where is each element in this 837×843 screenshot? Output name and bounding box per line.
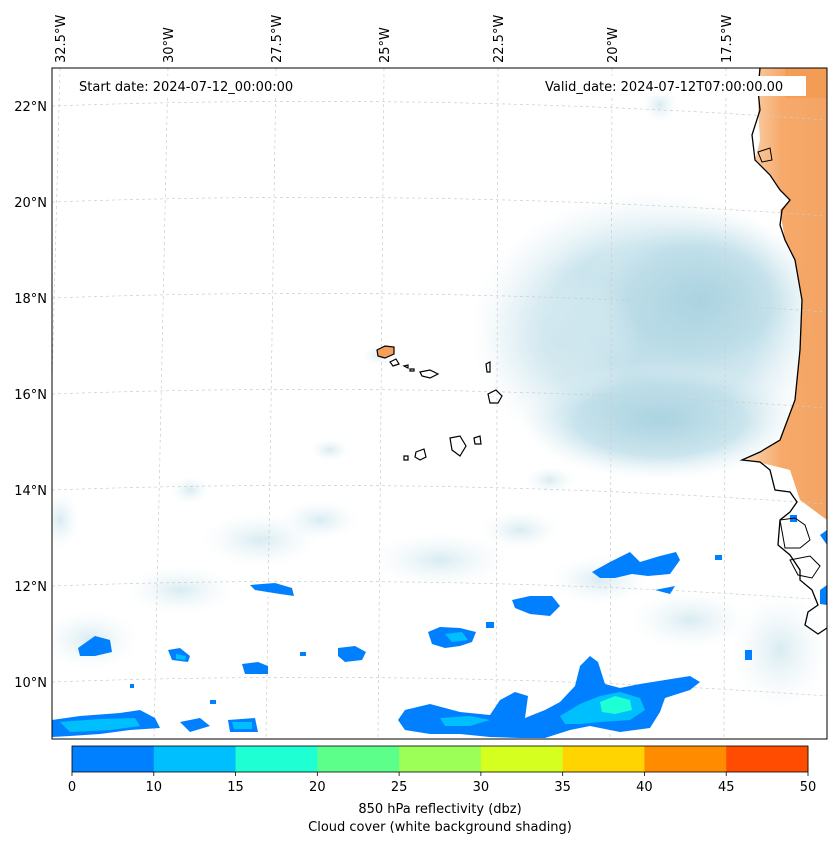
parallel-line bbox=[52, 196, 827, 217]
meridian-line bbox=[377, 68, 385, 739]
latitude-label: 20°N bbox=[14, 196, 47, 211]
latitude-label: 22°N bbox=[14, 100, 47, 115]
latitude-label: 12°N bbox=[14, 580, 47, 595]
valid-date-label: Valid_date: 2024-07-12T07:00:00.00 bbox=[540, 76, 806, 96]
colorbar-segment bbox=[153, 746, 237, 772]
longitude-label: 25°W bbox=[378, 27, 393, 63]
colorbar-segment bbox=[726, 746, 809, 772]
cloud-cover-layer bbox=[52, 87, 827, 710]
colorbar-tick-label: 10 bbox=[146, 780, 163, 795]
colorbar: 0 10 15 20 25 30 35 40 45 50 850 hPa reflectivity… bbox=[68, 745, 817, 835]
longitude-label: 30°W bbox=[162, 27, 177, 63]
colorbar-tick-label: 15 bbox=[227, 780, 244, 795]
colorbar-title: 850 hPa reflectivity (dbz) bbox=[358, 802, 521, 817]
colorbar-tick-label: 25 bbox=[391, 780, 408, 795]
colorbar-tick-label: 45 bbox=[718, 780, 735, 795]
meridian-line bbox=[609, 68, 613, 739]
coastline-africa bbox=[739, 68, 827, 635]
parallel-line bbox=[52, 676, 827, 697]
colorbar-tick-label: 30 bbox=[473, 780, 490, 795]
longitude-label: 17.5°W bbox=[720, 15, 735, 63]
colorbar-segment bbox=[644, 746, 727, 772]
latitude-labels: 22°N 20°N 18°N 16°N 14°N 12°N 10°N bbox=[14, 100, 47, 691]
colorbar-tick-label: 20 bbox=[309, 780, 326, 795]
map-frame bbox=[51, 67, 828, 740]
map-content bbox=[52, 68, 827, 739]
meridian-line bbox=[495, 68, 499, 739]
colorbar-segment bbox=[480, 746, 564, 772]
colorbar-subtitle: Cloud cover (white background shading) bbox=[308, 820, 572, 835]
parallel-line bbox=[52, 388, 827, 409]
meridian-line bbox=[153, 68, 169, 739]
parallel-line bbox=[52, 292, 827, 313]
colorbar-tick-label: 0 bbox=[68, 780, 76, 795]
parallel-line bbox=[52, 484, 827, 505]
colorbar-segment bbox=[562, 746, 645, 772]
latitude-label: 10°N bbox=[14, 676, 47, 691]
svg-text:Valid_date: 2024-07-12T07:00:0: Valid_date: 2024-07-12T07:00:00.00 bbox=[545, 80, 783, 95]
colorbar-tick-label: 35 bbox=[554, 780, 571, 795]
meridian-line bbox=[265, 68, 277, 739]
parallel-line bbox=[52, 580, 827, 601]
parallel-line bbox=[52, 100, 827, 121]
colorbar-segment bbox=[235, 746, 318, 772]
latitude-label: 16°N bbox=[14, 388, 47, 403]
latitude-label: 18°N bbox=[14, 292, 47, 307]
colorbar-segment bbox=[399, 746, 482, 772]
gridlines bbox=[52, 68, 827, 739]
colorbar-tick-label: 40 bbox=[636, 780, 653, 795]
colorbar-tick-label: 50 bbox=[800, 780, 817, 795]
longitude-label: 20°W bbox=[606, 27, 621, 63]
longitude-label: 22.5°W bbox=[492, 15, 507, 63]
meridian-line bbox=[723, 68, 727, 739]
latitude-label: 14°N bbox=[14, 484, 47, 499]
longitude-label: 27.5°W bbox=[270, 15, 285, 63]
start-date-label: Start date: 2024-07-12_00:00:00 bbox=[74, 76, 314, 96]
reflectivity-layer bbox=[52, 515, 827, 738]
svg-text:Start date: 2024-07-12_00:00:0: Start date: 2024-07-12_00:00:00 bbox=[79, 80, 293, 95]
cape-verde-islands bbox=[376, 345, 503, 461]
longitude-labels: 32.5°W 30°W 27.5°W 25°W 22.5°W 20°W 17.5°W bbox=[54, 15, 735, 63]
colorbar-segment bbox=[317, 746, 400, 772]
longitude-label: 32.5°W bbox=[54, 15, 69, 63]
colorbar-segment bbox=[72, 746, 155, 772]
orange-land-shading bbox=[745, 68, 827, 520]
